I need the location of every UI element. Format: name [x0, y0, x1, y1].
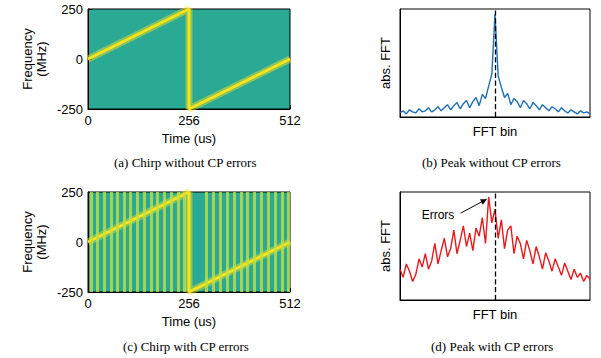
svg-text:-250: -250: [57, 102, 83, 117]
svg-text:512: 512: [279, 296, 301, 311]
svg-text:512: 512: [279, 113, 301, 128]
svg-text:Frequency: Frequency: [20, 211, 35, 273]
svg-text:250: 250: [61, 2, 83, 17]
svg-text:(a) Chirp without CP errors: (a) Chirp without CP errors: [114, 155, 257, 170]
svg-text:0: 0: [76, 235, 83, 250]
svg-text:abs. FFT: abs. FFT: [378, 220, 393, 272]
svg-text:Time (us): Time (us): [162, 314, 216, 329]
svg-text:256: 256: [178, 113, 200, 128]
svg-text:(MHz): (MHz): [34, 224, 49, 259]
svg-text:(c) Chirp with CP errors: (c) Chirp with CP errors: [123, 339, 249, 354]
svg-text:Frequency: Frequency: [20, 28, 35, 90]
svg-text:Errors: Errors: [422, 208, 455, 222]
svg-text:(b) Peak without CP errors: (b) Peak without CP errors: [422, 155, 561, 170]
svg-text:0: 0: [84, 296, 91, 311]
svg-text:Time (us): Time (us): [162, 131, 216, 146]
svg-text:-250: -250: [57, 285, 83, 300]
svg-text:250: 250: [61, 185, 83, 200]
svg-text:256: 256: [178, 296, 200, 311]
svg-text:FFT bin: FFT bin: [473, 124, 518, 139]
svg-text:FFT bin: FFT bin: [473, 307, 518, 322]
svg-text:(d) Peak with CP errors: (d) Peak with CP errors: [431, 339, 553, 354]
svg-text:abs. FFT: abs. FFT: [378, 37, 393, 89]
svg-text:0: 0: [76, 52, 83, 67]
svg-text:0: 0: [84, 113, 91, 128]
svg-text:(MHz): (MHz): [34, 41, 49, 76]
